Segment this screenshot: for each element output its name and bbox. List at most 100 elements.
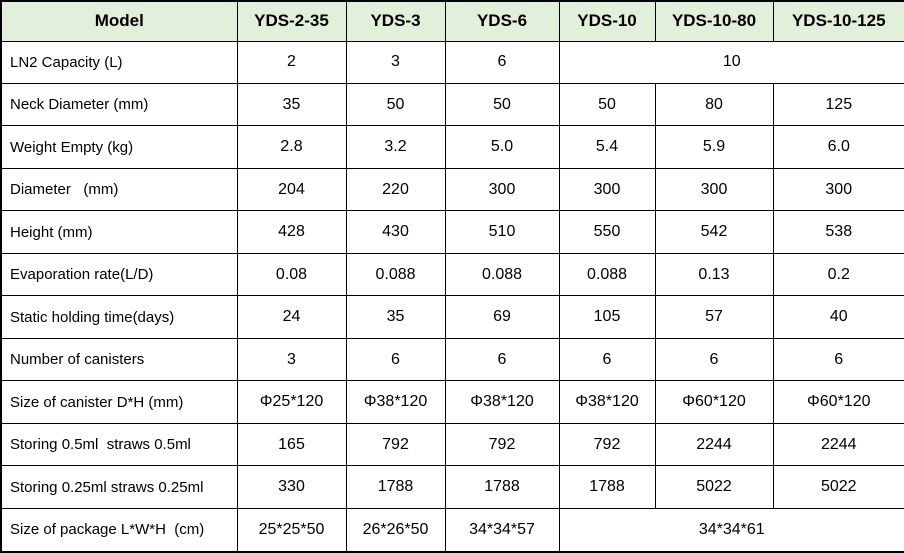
- row-label: Number of canisters: [0, 337, 238, 382]
- cell-value: 1788: [558, 465, 656, 509]
- cell-value: 0.088: [345, 252, 446, 297]
- cell-value: 792: [444, 422, 560, 467]
- row-label: Diameter (mm): [0, 167, 238, 212]
- row-label: Size of package L*W*H (cm): [0, 507, 238, 553]
- row-label: Weight Empty (kg): [0, 125, 238, 169]
- row-label: LN2 Capacity (L): [0, 40, 238, 84]
- cell-value: 34*34*57: [444, 507, 560, 553]
- cell-value: 69: [444, 295, 560, 339]
- cell-value: 35: [345, 295, 446, 339]
- cell-value: 6: [654, 337, 774, 382]
- row-label: Size of canister D*H (mm): [0, 380, 238, 424]
- cell-value: 5.4: [558, 125, 656, 169]
- cell-value: 5.0: [444, 125, 560, 169]
- header-row: Model YDS-2-35 YDS-3 YDS-6 YDS-10 YDS-10…: [0, 0, 904, 42]
- row-label: Storing 0.25ml straws 0.25ml: [0, 465, 238, 509]
- header-cell-yds-3: YDS-3: [345, 0, 446, 42]
- cell-value: 26*26*50: [345, 507, 446, 553]
- cell-value: 6: [772, 337, 904, 382]
- cell-value: 430: [345, 210, 446, 254]
- header-cell-model: Model: [0, 0, 238, 42]
- cell-value: 792: [558, 422, 656, 467]
- cell-value: 300: [772, 167, 904, 212]
- cell-value-merged: 10: [558, 40, 904, 84]
- cell-value: 330: [236, 465, 347, 509]
- table-row-height: Height (mm) 428 430 510 550 542 538: [0, 210, 904, 254]
- cell-value: Φ38*120: [345, 380, 446, 424]
- cell-value: 0.08: [236, 252, 347, 297]
- cell-value: 550: [558, 210, 656, 254]
- cell-value: 538: [772, 210, 904, 254]
- cell-value: 300: [558, 167, 656, 212]
- cell-value: 57: [654, 295, 774, 339]
- row-label: Storing 0.5ml straws 0.5ml: [0, 422, 238, 467]
- cell-value: 5.9: [654, 125, 774, 169]
- cell-value: 2244: [772, 422, 904, 467]
- cell-value: 1788: [345, 465, 446, 509]
- cell-value: 125: [772, 82, 904, 127]
- table-row-ln2-capacity: LN2 Capacity (L) 2 3 6 10: [0, 40, 904, 84]
- row-label: Static holding time(days): [0, 295, 238, 339]
- row-label: Evaporation rate(L/D): [0, 252, 238, 297]
- table-row-weight-empty: Weight Empty (kg) 2.8 3.2 5.0 5.4 5.9 6.…: [0, 125, 904, 169]
- cell-value-merged: 34*34*61: [558, 507, 904, 553]
- cell-value: 2.8: [236, 125, 347, 169]
- cell-value: Φ38*120: [444, 380, 560, 424]
- cell-value: 3: [236, 337, 347, 382]
- cell-value: 0.13: [654, 252, 774, 297]
- cell-value: 6: [444, 40, 560, 84]
- cell-value: 6: [345, 337, 446, 382]
- cell-value: 35: [236, 82, 347, 127]
- cell-value: 6.0: [772, 125, 904, 169]
- header-cell-yds-10-80: YDS-10-80: [654, 0, 774, 42]
- cell-value: 2: [236, 40, 347, 84]
- cell-value: Φ60*120: [654, 380, 774, 424]
- cell-value: 105: [558, 295, 656, 339]
- cell-value: 24: [236, 295, 347, 339]
- cell-value: 50: [558, 82, 656, 127]
- cell-value: 50: [345, 82, 446, 127]
- table-row-neck-diameter: Neck Diameter (mm) 35 50 50 50 80 125: [0, 82, 904, 127]
- cell-value: 50: [444, 82, 560, 127]
- row-label: Neck Diameter (mm): [0, 82, 238, 127]
- cell-value: 0.2: [772, 252, 904, 297]
- header-cell-yds-6: YDS-6: [444, 0, 560, 42]
- cell-value: 40: [772, 295, 904, 339]
- cell-value: 0.088: [558, 252, 656, 297]
- cell-value: 542: [654, 210, 774, 254]
- cell-value: 3.2: [345, 125, 446, 169]
- cell-value: 428: [236, 210, 347, 254]
- cell-value: 204: [236, 167, 347, 212]
- cell-value: 2244: [654, 422, 774, 467]
- table-row-storing-05ml: Storing 0.5ml straws 0.5ml 165 792 792 7…: [0, 422, 904, 467]
- cell-value: 165: [236, 422, 347, 467]
- cell-value: 3: [345, 40, 446, 84]
- cell-value: 792: [345, 422, 446, 467]
- cell-value: 6: [444, 337, 560, 382]
- cell-value: 300: [654, 167, 774, 212]
- cell-value: 5022: [772, 465, 904, 509]
- cell-value: 0.088: [444, 252, 560, 297]
- cell-value: 300: [444, 167, 560, 212]
- table-row-canister-size: Size of canister D*H (mm) Φ25*120 Φ38*12…: [0, 380, 904, 424]
- header-cell-yds-10: YDS-10: [558, 0, 656, 42]
- cell-value: 510: [444, 210, 560, 254]
- table-row-storing-025ml: Storing 0.25ml straws 0.25ml 330 1788 17…: [0, 465, 904, 509]
- cell-value: 25*25*50: [236, 507, 347, 553]
- row-label: Height (mm): [0, 210, 238, 254]
- cell-value: 1788: [444, 465, 560, 509]
- table-row-diameter: Diameter (mm) 204 220 300 300 300 300: [0, 167, 904, 212]
- cell-value: Φ60*120: [772, 380, 904, 424]
- table-row-static-holding-time: Static holding time(days) 24 35 69 105 5…: [0, 295, 904, 339]
- table-row-package-size: Size of package L*W*H (cm) 25*25*50 26*2…: [0, 507, 904, 553]
- table-row-number-of-canisters: Number of canisters 3 6 6 6 6 6: [0, 337, 904, 382]
- cell-value: Φ25*120: [236, 380, 347, 424]
- cell-value: 220: [345, 167, 446, 212]
- header-cell-yds-10-125: YDS-10-125: [772, 0, 904, 42]
- table-row-evaporation-rate: Evaporation rate(L/D) 0.08 0.088 0.088 0…: [0, 252, 904, 297]
- cell-value: 80: [654, 82, 774, 127]
- cell-value: 6: [558, 337, 656, 382]
- cell-value: Φ38*120: [558, 380, 656, 424]
- cell-value: 5022: [654, 465, 774, 509]
